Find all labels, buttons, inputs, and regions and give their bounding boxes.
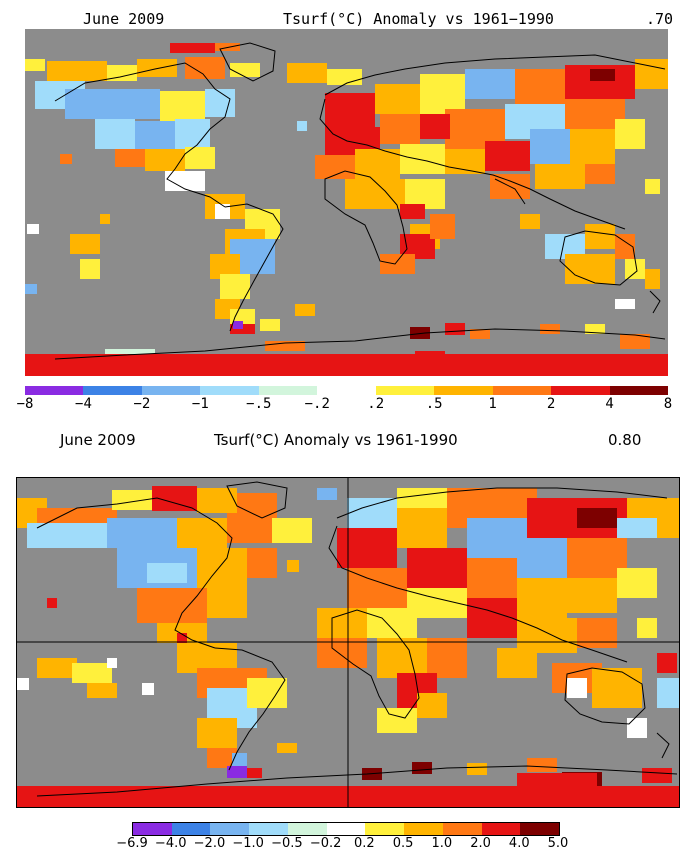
panel1-legend-ticks: −8 −4 −2 −1 −.5 −.2 .2 .5 1 2 4 8 [17, 396, 673, 412]
panel1-legend-label: .2 [367, 396, 385, 412]
panel2-anomaly-cells [17, 486, 679, 807]
panel2-legend-swatch [171, 823, 211, 835]
panel2-legend-ticks: −6.9 −4.0 −2.0 −1.0 −0.5 −0.2 0.2 0.5 1.0 2.0 4.0 5… [116, 836, 568, 852]
panel2-coastlines [36, 481, 678, 797]
panel1-legend-swatch [200, 386, 259, 395]
panel1-map [25, 29, 668, 376]
panel1-month: June 2009 [83, 10, 165, 28]
panel1-legend-label: 8 [663, 396, 673, 412]
panel2-legend-swatch [520, 823, 560, 835]
panel2-legend-label: 5.0 [547, 836, 569, 851]
panel2-legend-label: 0.2 [354, 836, 375, 851]
panel1-legend-label: 1 [488, 396, 497, 412]
panel2-title: Tsurf(°C) Anomaly vs 1961-1990 [214, 431, 458, 449]
panel1-legend-label: 4 [605, 396, 614, 412]
panel1-legend-swatch [141, 386, 201, 395]
panel2-legend-swatch [326, 823, 366, 835]
panel1-coastlines [54, 42, 666, 360]
panel2-legend-swatch [287, 823, 327, 835]
panel2-legend-bar [132, 822, 560, 836]
panel1-legend-swatch [434, 386, 493, 395]
panel1-legend-swatch [609, 386, 668, 395]
panel1-legend-swatch [25, 386, 84, 395]
panel2-legend-label: −2.0 [193, 836, 226, 851]
panel1-legend-swatch [375, 386, 435, 395]
panel2-legend-label: 2.0 [470, 836, 491, 851]
panel2-legend-swatch [481, 823, 521, 835]
panel2-legend-swatch [249, 823, 288, 835]
panel2-global-mean: 0.80 [608, 431, 642, 449]
panel1-legend-label: −4 [75, 396, 92, 412]
panel2-legend-label: −1.0 [232, 836, 264, 851]
panel2-legend-swatch [210, 823, 250, 835]
panel2-legend-swatch [133, 823, 172, 835]
panel1-legend-label: −1 [191, 396, 209, 412]
panel1-legend-label: 2 [546, 396, 556, 412]
panel1-legend-swatch [83, 386, 142, 395]
panel2-month: June 2009 [60, 431, 136, 449]
panel1-legend-label: −2 [133, 396, 151, 412]
panel1-legend-label: .5 [425, 396, 443, 412]
panel2-legend-label: −4.0 [154, 836, 187, 851]
panel1-title: Tsurf(°C) Anomaly vs 1961−1990 [283, 10, 554, 28]
panel1-legend-swatch [492, 386, 552, 395]
panel2-legend-swatch [442, 823, 482, 835]
panel1-legend-swatch [317, 386, 376, 395]
panel2-legend-label: 4.0 [508, 836, 530, 851]
panel2-legend-label: −6.9 [116, 836, 148, 851]
panel1-global-mean: .70 [646, 10, 674, 28]
panel1-legend-bar [25, 386, 668, 395]
panel2-legend-label: 0.5 [392, 836, 414, 851]
panel2-legend-label: −0.2 [309, 836, 342, 851]
panel2-map-graphic [17, 478, 679, 807]
panel1-legend-label: −.5 [246, 396, 272, 412]
panel2-legend-swatch [404, 823, 443, 835]
panel2-map [16, 477, 680, 808]
panel1-map-graphic [25, 42, 668, 376]
panel1-legend-swatch [551, 386, 610, 395]
panel2-legend-swatch [365, 823, 405, 835]
panel2-legend-label: 1.0 [431, 836, 453, 851]
panel1-legend-label: −8 [16, 396, 34, 412]
panel2-legend-label: −0.5 [271, 836, 303, 851]
panel1-legend-swatch [258, 386, 318, 395]
panel1-legend-label: −.2 [304, 396, 330, 412]
